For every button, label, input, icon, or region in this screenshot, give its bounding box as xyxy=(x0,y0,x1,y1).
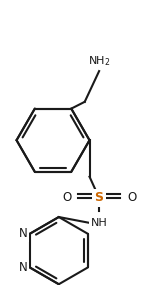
Text: S: S xyxy=(95,191,104,204)
Text: NH: NH xyxy=(91,218,107,228)
Text: N: N xyxy=(19,227,28,240)
Text: O: O xyxy=(127,191,136,204)
Text: NH$_2$: NH$_2$ xyxy=(88,54,110,68)
Text: N: N xyxy=(19,261,28,274)
Text: O: O xyxy=(62,191,71,204)
